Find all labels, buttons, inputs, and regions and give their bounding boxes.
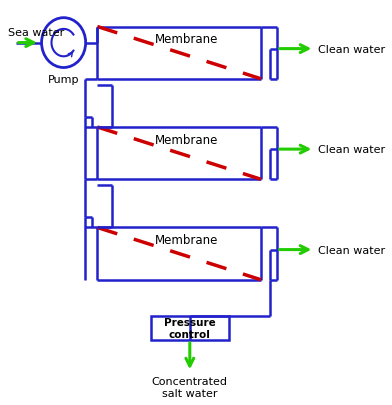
Text: Clean water: Clean water — [318, 45, 385, 55]
Text: Concentrated
salt water: Concentrated salt water — [152, 376, 228, 398]
FancyBboxPatch shape — [151, 316, 229, 340]
Text: Pump: Pump — [48, 75, 79, 84]
Text: Membrane: Membrane — [154, 233, 218, 246]
Text: Membrane: Membrane — [154, 33, 218, 46]
Text: Membrane: Membrane — [154, 133, 218, 146]
Text: Clean water: Clean water — [318, 245, 385, 255]
Text: Clean water: Clean water — [318, 145, 385, 155]
Text: Sea water: Sea water — [9, 28, 65, 38]
Text: Pressure
control: Pressure control — [164, 318, 216, 339]
